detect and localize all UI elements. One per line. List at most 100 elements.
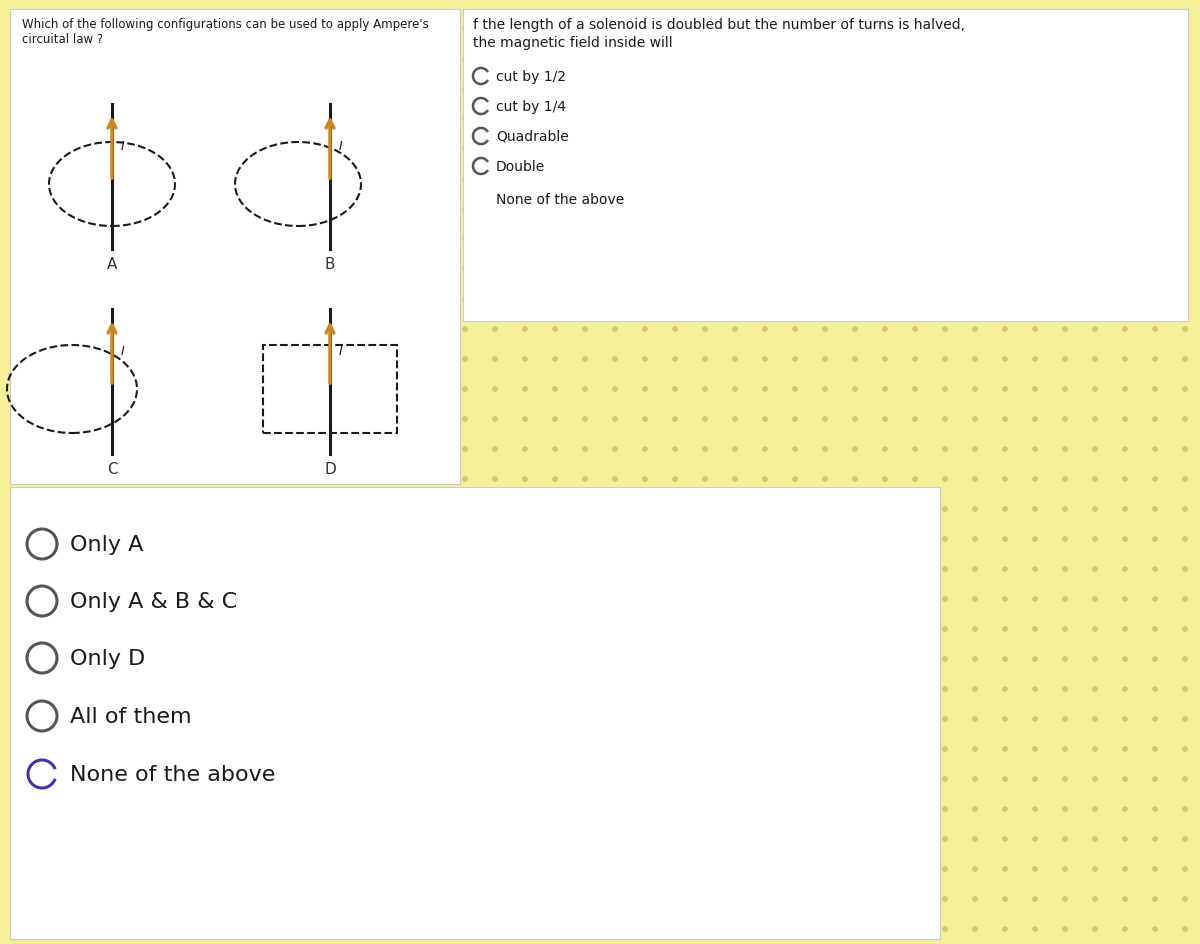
Circle shape	[253, 927, 257, 931]
Circle shape	[763, 58, 767, 62]
Circle shape	[313, 267, 317, 272]
Circle shape	[283, 627, 287, 632]
Circle shape	[463, 387, 467, 392]
Circle shape	[253, 717, 257, 721]
Circle shape	[733, 687, 737, 691]
Circle shape	[673, 687, 677, 691]
Circle shape	[523, 598, 527, 601]
Circle shape	[403, 208, 407, 212]
Circle shape	[643, 747, 647, 751]
Circle shape	[703, 27, 707, 32]
Circle shape	[733, 238, 737, 242]
Circle shape	[283, 417, 287, 422]
Circle shape	[493, 118, 497, 122]
Circle shape	[133, 567, 137, 572]
Circle shape	[283, 837, 287, 841]
Circle shape	[943, 807, 947, 811]
Circle shape	[493, 537, 497, 542]
Text: the magnetic field inside will: the magnetic field inside will	[473, 36, 673, 50]
Circle shape	[493, 777, 497, 782]
Circle shape	[13, 208, 17, 212]
Circle shape	[613, 687, 617, 691]
Circle shape	[163, 177, 167, 182]
Circle shape	[73, 58, 77, 62]
Circle shape	[463, 687, 467, 691]
Circle shape	[493, 837, 497, 841]
Circle shape	[973, 567, 977, 572]
Circle shape	[1183, 208, 1187, 212]
Circle shape	[973, 58, 977, 62]
Circle shape	[403, 507, 407, 512]
Circle shape	[433, 897, 437, 902]
Circle shape	[823, 297, 827, 302]
Circle shape	[733, 777, 737, 782]
Circle shape	[283, 27, 287, 32]
Circle shape	[553, 807, 557, 811]
Circle shape	[763, 837, 767, 841]
Circle shape	[853, 328, 857, 332]
Circle shape	[583, 177, 587, 182]
Circle shape	[253, 807, 257, 811]
Circle shape	[373, 147, 377, 152]
Circle shape	[913, 627, 917, 632]
Circle shape	[613, 238, 617, 242]
Circle shape	[703, 747, 707, 751]
Circle shape	[103, 27, 107, 32]
Circle shape	[1183, 58, 1187, 62]
Circle shape	[373, 717, 377, 721]
Circle shape	[433, 687, 437, 691]
Circle shape	[1153, 627, 1157, 632]
Circle shape	[643, 118, 647, 122]
Circle shape	[1093, 897, 1097, 902]
Circle shape	[493, 208, 497, 212]
Circle shape	[913, 417, 917, 422]
Circle shape	[163, 238, 167, 242]
Circle shape	[823, 267, 827, 272]
Circle shape	[1153, 807, 1157, 811]
Circle shape	[1003, 328, 1007, 332]
Circle shape	[313, 807, 317, 811]
Circle shape	[913, 777, 917, 782]
Circle shape	[283, 897, 287, 902]
Circle shape	[343, 27, 347, 32]
Circle shape	[643, 88, 647, 93]
Circle shape	[73, 627, 77, 632]
Circle shape	[73, 27, 77, 32]
Circle shape	[223, 807, 227, 811]
Circle shape	[73, 208, 77, 212]
Circle shape	[403, 807, 407, 811]
Circle shape	[553, 238, 557, 242]
Circle shape	[1033, 627, 1037, 632]
Circle shape	[553, 118, 557, 122]
Circle shape	[163, 118, 167, 122]
Circle shape	[1153, 118, 1157, 122]
Circle shape	[613, 567, 617, 572]
Circle shape	[343, 867, 347, 871]
Circle shape	[883, 88, 887, 93]
Circle shape	[133, 88, 137, 93]
Circle shape	[793, 297, 797, 302]
Circle shape	[1183, 387, 1187, 392]
Circle shape	[703, 267, 707, 272]
Circle shape	[613, 118, 617, 122]
Circle shape	[13, 747, 17, 751]
Bar	[10, 487, 940, 939]
Circle shape	[913, 58, 917, 62]
Circle shape	[973, 447, 977, 452]
Circle shape	[403, 147, 407, 152]
Circle shape	[553, 417, 557, 422]
Circle shape	[823, 567, 827, 572]
Circle shape	[313, 627, 317, 632]
Circle shape	[493, 328, 497, 332]
Circle shape	[853, 627, 857, 632]
Circle shape	[313, 297, 317, 302]
Circle shape	[673, 897, 677, 902]
Circle shape	[193, 147, 197, 152]
Circle shape	[1153, 27, 1157, 32]
Circle shape	[373, 118, 377, 122]
Circle shape	[193, 177, 197, 182]
Circle shape	[793, 747, 797, 751]
Circle shape	[973, 537, 977, 542]
Circle shape	[1093, 777, 1097, 782]
Circle shape	[253, 387, 257, 392]
